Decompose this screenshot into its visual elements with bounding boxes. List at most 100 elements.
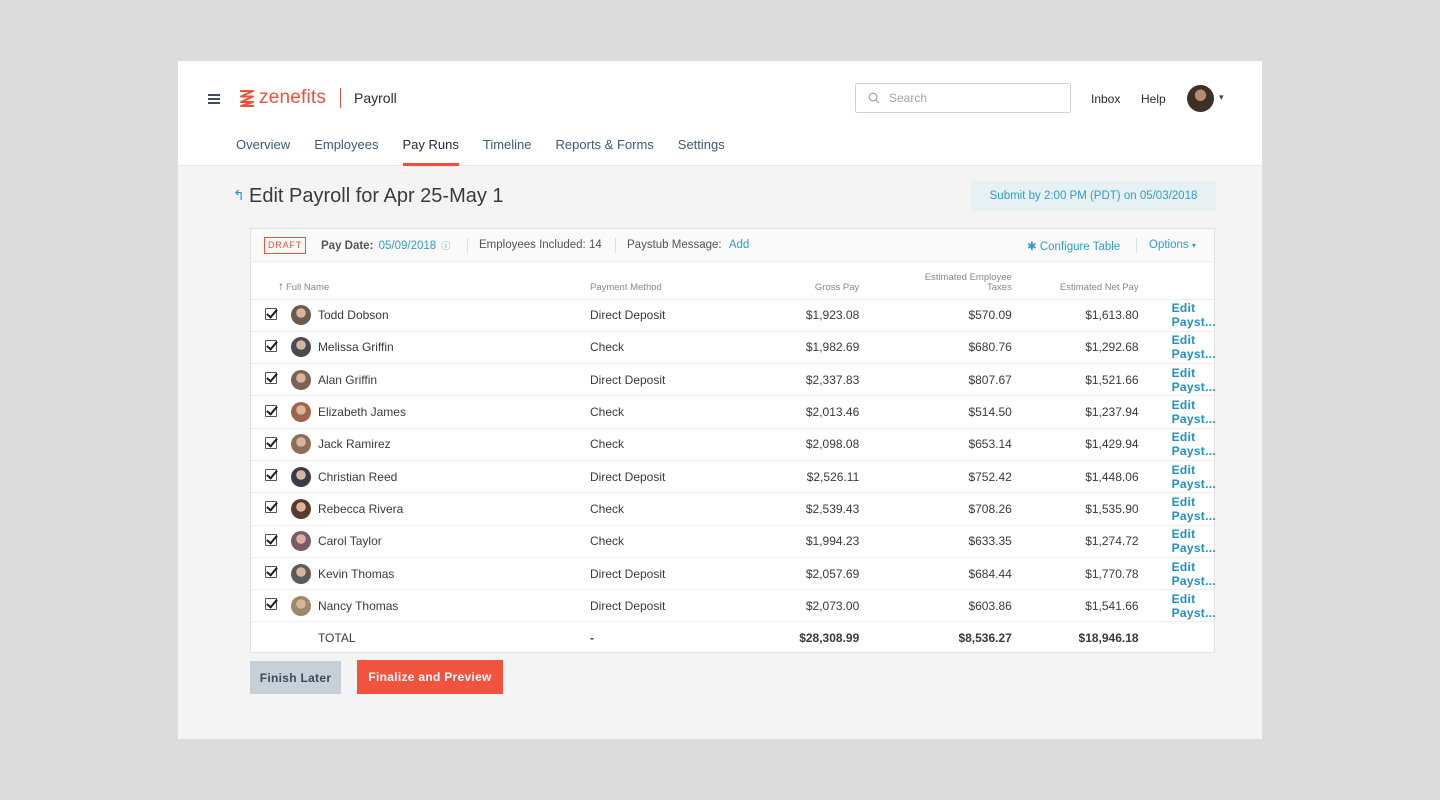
- row-select-cell: [251, 492, 291, 526]
- name-cell: Elizabeth James: [290, 395, 590, 429]
- top-bar: zenefits Payroll Inbox Help ▾ Overview E…: [178, 61, 1262, 166]
- name-wrap: Christian Reed: [290, 466, 590, 487]
- divider: [1136, 238, 1137, 253]
- row-checkbox[interactable]: [265, 307, 277, 320]
- taxes-cell: $680.76: [859, 330, 1012, 364]
- net-pay-cell: $1,535.90: [1011, 492, 1139, 526]
- net-pay-cell: $1,770.78: [1011, 556, 1139, 590]
- edit-paystub-link[interactable]: Edit Payst...: [1171, 591, 1217, 620]
- configure-table-link[interactable]: ✱ Configure Table: [1027, 239, 1120, 253]
- edit-paystub-link[interactable]: Edit Payst...: [1171, 462, 1217, 491]
- row-checkbox[interactable]: [265, 598, 277, 611]
- divider: [615, 238, 616, 253]
- app-window: zenefits Payroll Inbox Help ▾ Overview E…: [178, 61, 1262, 739]
- edit-paystub-link[interactable]: Edit Payst...: [1171, 365, 1217, 394]
- table-row: Rebecca Rivera Check $2,539.43 $708.26 $1,53…: [251, 492, 1217, 526]
- help-link[interactable]: Help: [1141, 92, 1166, 106]
- avatar: [290, 466, 311, 487]
- table-row: Elizabeth James Check $2,013.46 $514.50 $1,2…: [251, 395, 1217, 429]
- net-pay-cell: $1,613.80: [1011, 298, 1139, 332]
- row-checkbox[interactable]: [265, 469, 277, 482]
- taxes-cell: $653.14: [859, 427, 1012, 461]
- row-checkbox[interactable]: [265, 533, 277, 546]
- row-select-cell: [251, 556, 291, 590]
- total-taxes-cell: $8,536.27: [859, 621, 1012, 655]
- edit-paystub-link[interactable]: Edit Payst...: [1171, 333, 1217, 362]
- net-pay-cell: $1,274.72: [1011, 524, 1139, 558]
- chevron-down-icon[interactable]: ▾: [1219, 92, 1224, 102]
- pay-date: Pay Date: 05/09/2018 ⓘ: [321, 239, 450, 252]
- name-wrap: Rebecca Rivera: [290, 498, 590, 519]
- net-pay-cell: $1,448.06: [1011, 459, 1139, 493]
- row-checkbox[interactable]: [265, 436, 277, 449]
- tab-settings[interactable]: Settings: [677, 137, 725, 152]
- status-badge: DRAFT: [264, 237, 306, 254]
- pay-date-value[interactable]: 05/09/2018: [378, 240, 437, 252]
- configure-label: Configure Table: [1039, 241, 1121, 253]
- row-checkbox[interactable]: [265, 372, 277, 385]
- back-arrow-icon[interactable]: ↰: [233, 187, 245, 203]
- row-checkbox[interactable]: [265, 339, 277, 352]
- table-row: Carol Taylor Check $1,994.23 $633.35 $1,274.…: [251, 524, 1217, 558]
- search-box[interactable]: [855, 83, 1071, 113]
- summary-bar: DRAFT Pay Date: 05/09/2018 ⓘ Employees I…: [251, 229, 1214, 262]
- tab-overview[interactable]: Overview: [236, 137, 291, 152]
- taxes-cell: $752.42: [859, 459, 1012, 493]
- name-wrap: Alan Griffin: [290, 369, 590, 390]
- edit-paystub-link[interactable]: Edit Payst...: [1171, 430, 1217, 459]
- edit-paystub-link[interactable]: Edit Payst...: [1171, 494, 1217, 523]
- row-select-cell: [251, 427, 291, 461]
- tab-reports-forms[interactable]: Reports & Forms: [555, 137, 654, 152]
- edit-paystub-link[interactable]: Edit Payst...: [1171, 398, 1217, 427]
- employee-name: Nancy Thomas: [317, 598, 399, 613]
- table-row: Christian Reed Direct Deposit $2,526.11 $75…: [251, 459, 1217, 493]
- row-select-cell: [251, 459, 291, 493]
- avatar: [290, 369, 311, 390]
- tab-employees[interactable]: Employees: [314, 137, 379, 152]
- info-icon[interactable]: ⓘ: [441, 241, 451, 251]
- row-select-cell: [251, 330, 291, 364]
- paystub-add-link[interactable]: Add: [728, 239, 750, 251]
- payment-method-cell: Check: [589, 524, 738, 558]
- edit-paystub-link[interactable]: Edit Payst...: [1171, 559, 1217, 588]
- total-gross-cell: $28,308.99: [737, 621, 860, 655]
- edit-cell: Edit Payst...: [1138, 524, 1217, 558]
- edit-cell: Edit Payst...: [1138, 363, 1217, 396]
- logo-divider: [340, 88, 341, 108]
- gear-icon: ✱: [1027, 241, 1037, 253]
- row-checkbox[interactable]: [265, 501, 277, 514]
- search-input[interactable]: [889, 91, 1059, 105]
- edit-cell: Edit Payst...: [1138, 556, 1217, 590]
- pay-date-label: Pay Date:: [321, 240, 374, 252]
- deadline-banner: Submit by 2:00 PM (PDT) on 05/03/2018: [971, 181, 1216, 211]
- row-select-cell: [251, 395, 291, 429]
- finalize-preview-button[interactable]: Finalize and Preview: [357, 660, 503, 694]
- name-wrap: Jack Ramirez: [290, 434, 590, 455]
- avatar: [290, 434, 311, 455]
- tab-timeline[interactable]: Timeline: [482, 137, 532, 152]
- column-header-net-pay: Estimated Net Pay: [1059, 281, 1139, 293]
- avatar: [290, 337, 311, 358]
- name-wrap: Kevin Thomas: [290, 563, 590, 584]
- gross-pay-cell: $1,994.23: [737, 524, 860, 558]
- divider: [467, 238, 468, 253]
- row-checkbox[interactable]: [265, 566, 277, 579]
- options-dropdown[interactable]: Options ▾: [1149, 239, 1196, 251]
- inbox-link[interactable]: Inbox: [1091, 92, 1121, 106]
- user-avatar[interactable]: [1187, 85, 1214, 112]
- row-checkbox[interactable]: [265, 404, 277, 417]
- zenefits-logo[interactable]: zenefits: [238, 87, 326, 109]
- hamburger-menu-icon[interactable]: [208, 94, 220, 104]
- taxes-cell: $603.86: [859, 589, 1012, 622]
- edit-paystub-link[interactable]: Edit Payst...: [1171, 527, 1217, 556]
- gross-pay-cell: $2,073.00: [737, 589, 860, 622]
- tab-pay-runs[interactable]: Pay Runs: [402, 137, 460, 166]
- finish-later-button[interactable]: Finish Later: [250, 661, 341, 694]
- name-wrap: Nancy Thomas: [290, 595, 590, 616]
- column-header-full-name[interactable]: ↑ Full Name: [277, 278, 330, 293]
- table-header-row: ↑ Full Name Payment Method Gross Pay Esti…: [251, 262, 1216, 299]
- avatar: [290, 563, 311, 584]
- employee-name: Todd Dobson: [317, 308, 389, 323]
- sort-arrow-icon[interactable]: ↑: [277, 278, 284, 293]
- edit-paystub-link[interactable]: Edit Payst...: [1171, 301, 1217, 330]
